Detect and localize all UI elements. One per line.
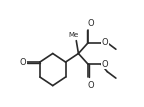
Text: Me: Me bbox=[68, 32, 78, 38]
Text: O: O bbox=[102, 38, 108, 47]
Text: O: O bbox=[88, 81, 95, 90]
Text: O: O bbox=[19, 58, 26, 67]
Text: O: O bbox=[88, 19, 95, 28]
Text: O: O bbox=[102, 60, 108, 69]
